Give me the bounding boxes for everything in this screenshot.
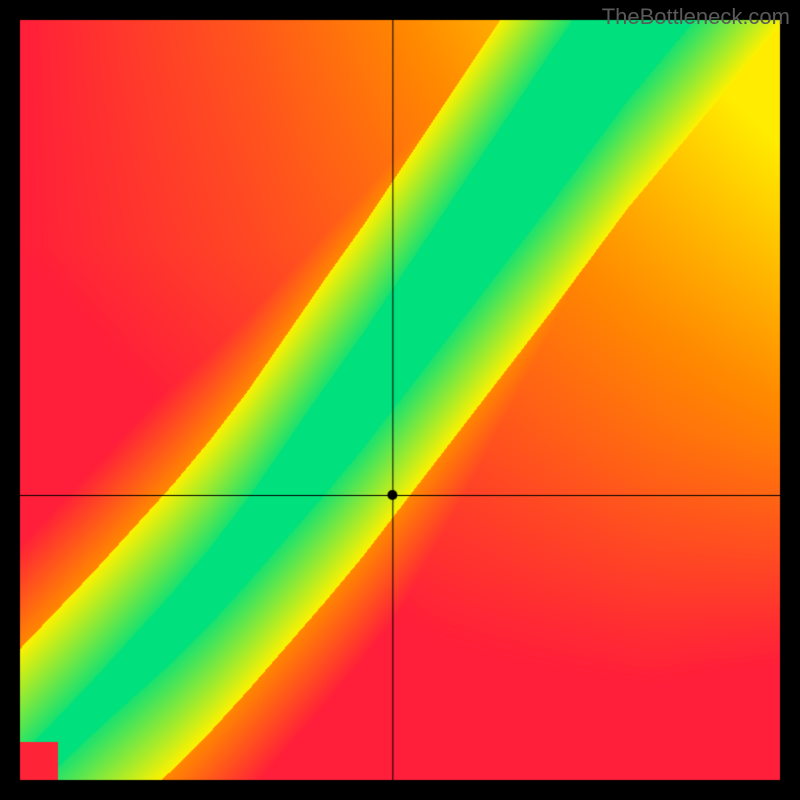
heatmap-canvas (0, 0, 800, 800)
chart-container: TheBottleneck.com (0, 0, 800, 800)
watermark-text: TheBottleneck.com (602, 4, 790, 30)
